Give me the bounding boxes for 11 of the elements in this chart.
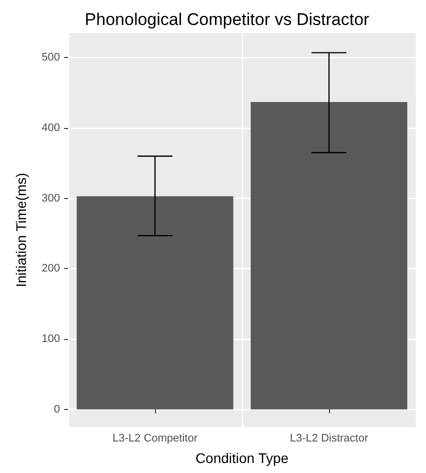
x-tick-label: L3-L2 Competitor: [112, 432, 198, 444]
y-tick-label: 400: [42, 122, 60, 134]
x-axis-title: Condition Type: [195, 450, 289, 466]
y-tick-label: 300: [42, 192, 60, 204]
chart-title: Phonological Competitor vs Distractor: [84, 10, 370, 29]
y-tick-label: 100: [42, 333, 60, 346]
x-tick-label: L3-L2 Distractor: [290, 432, 368, 444]
y-tick-label: 200: [42, 262, 60, 275]
y-axis-title: Initiation Time(ms): [13, 172, 29, 288]
y-tick-label: 0: [54, 403, 60, 416]
y-tick-label: 500: [42, 52, 60, 64]
